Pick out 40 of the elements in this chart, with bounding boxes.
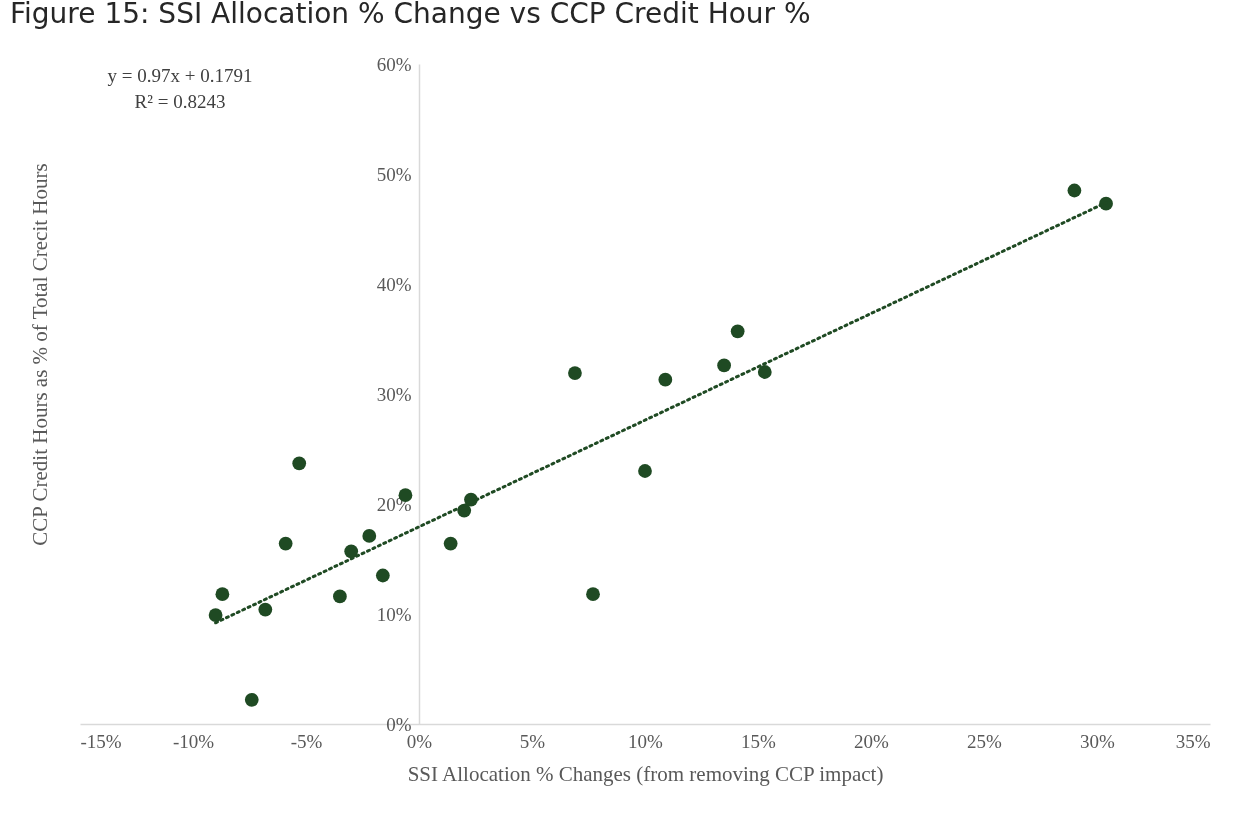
x-tick-label: 25% bbox=[967, 730, 1003, 752]
y-tick-label: 30% bbox=[376, 383, 412, 405]
x-tick-label: 15% bbox=[741, 730, 777, 752]
point bbox=[292, 456, 307, 471]
y-tick-label: 50% bbox=[376, 163, 412, 185]
x-tick-label: 35% bbox=[1175, 730, 1211, 752]
x-tick-label: 10% bbox=[628, 730, 664, 752]
point bbox=[244, 692, 259, 707]
y-tick-label: 60% bbox=[376, 53, 412, 75]
y-axis-title: CCP Credit Hours as % of Total Crecit Hours bbox=[27, 163, 52, 546]
x-axis-title: SSI Allocation % Changes (from removing CCP impact) bbox=[407, 761, 884, 786]
point bbox=[375, 568, 390, 583]
point bbox=[717, 358, 731, 373]
point bbox=[586, 587, 600, 602]
point bbox=[757, 365, 772, 379]
x-tick-label: 20% bbox=[854, 730, 890, 752]
point bbox=[258, 602, 273, 617]
x-tick-label: -5% bbox=[290, 730, 323, 752]
point bbox=[658, 372, 673, 387]
point bbox=[638, 464, 652, 478]
x-tick-label: -10% bbox=[172, 730, 215, 752]
point bbox=[208, 608, 223, 622]
y-tick-label: 40% bbox=[376, 273, 412, 295]
point bbox=[362, 529, 377, 543]
y-tick-label: 10% bbox=[376, 603, 412, 625]
y-tick-label: 20% bbox=[376, 493, 412, 515]
chart-title: Figure 15: SSI Allocation % Change vs CCP Credit Hour % bbox=[10, 0, 811, 30]
point bbox=[215, 587, 230, 602]
point bbox=[568, 366, 582, 380]
point bbox=[344, 544, 359, 559]
x-tick-label: -15% bbox=[80, 730, 122, 752]
point bbox=[278, 536, 293, 551]
point bbox=[443, 536, 458, 551]
x-tick-label: 30% bbox=[1080, 730, 1116, 752]
x-tick-label: 5% bbox=[519, 730, 546, 752]
annotation: y = 0.97x + 0.1791 bbox=[107, 65, 253, 86]
annotation: R² = 0.8243 bbox=[134, 91, 226, 112]
point bbox=[1067, 183, 1082, 198]
point bbox=[333, 589, 347, 604]
point bbox=[730, 324, 745, 339]
